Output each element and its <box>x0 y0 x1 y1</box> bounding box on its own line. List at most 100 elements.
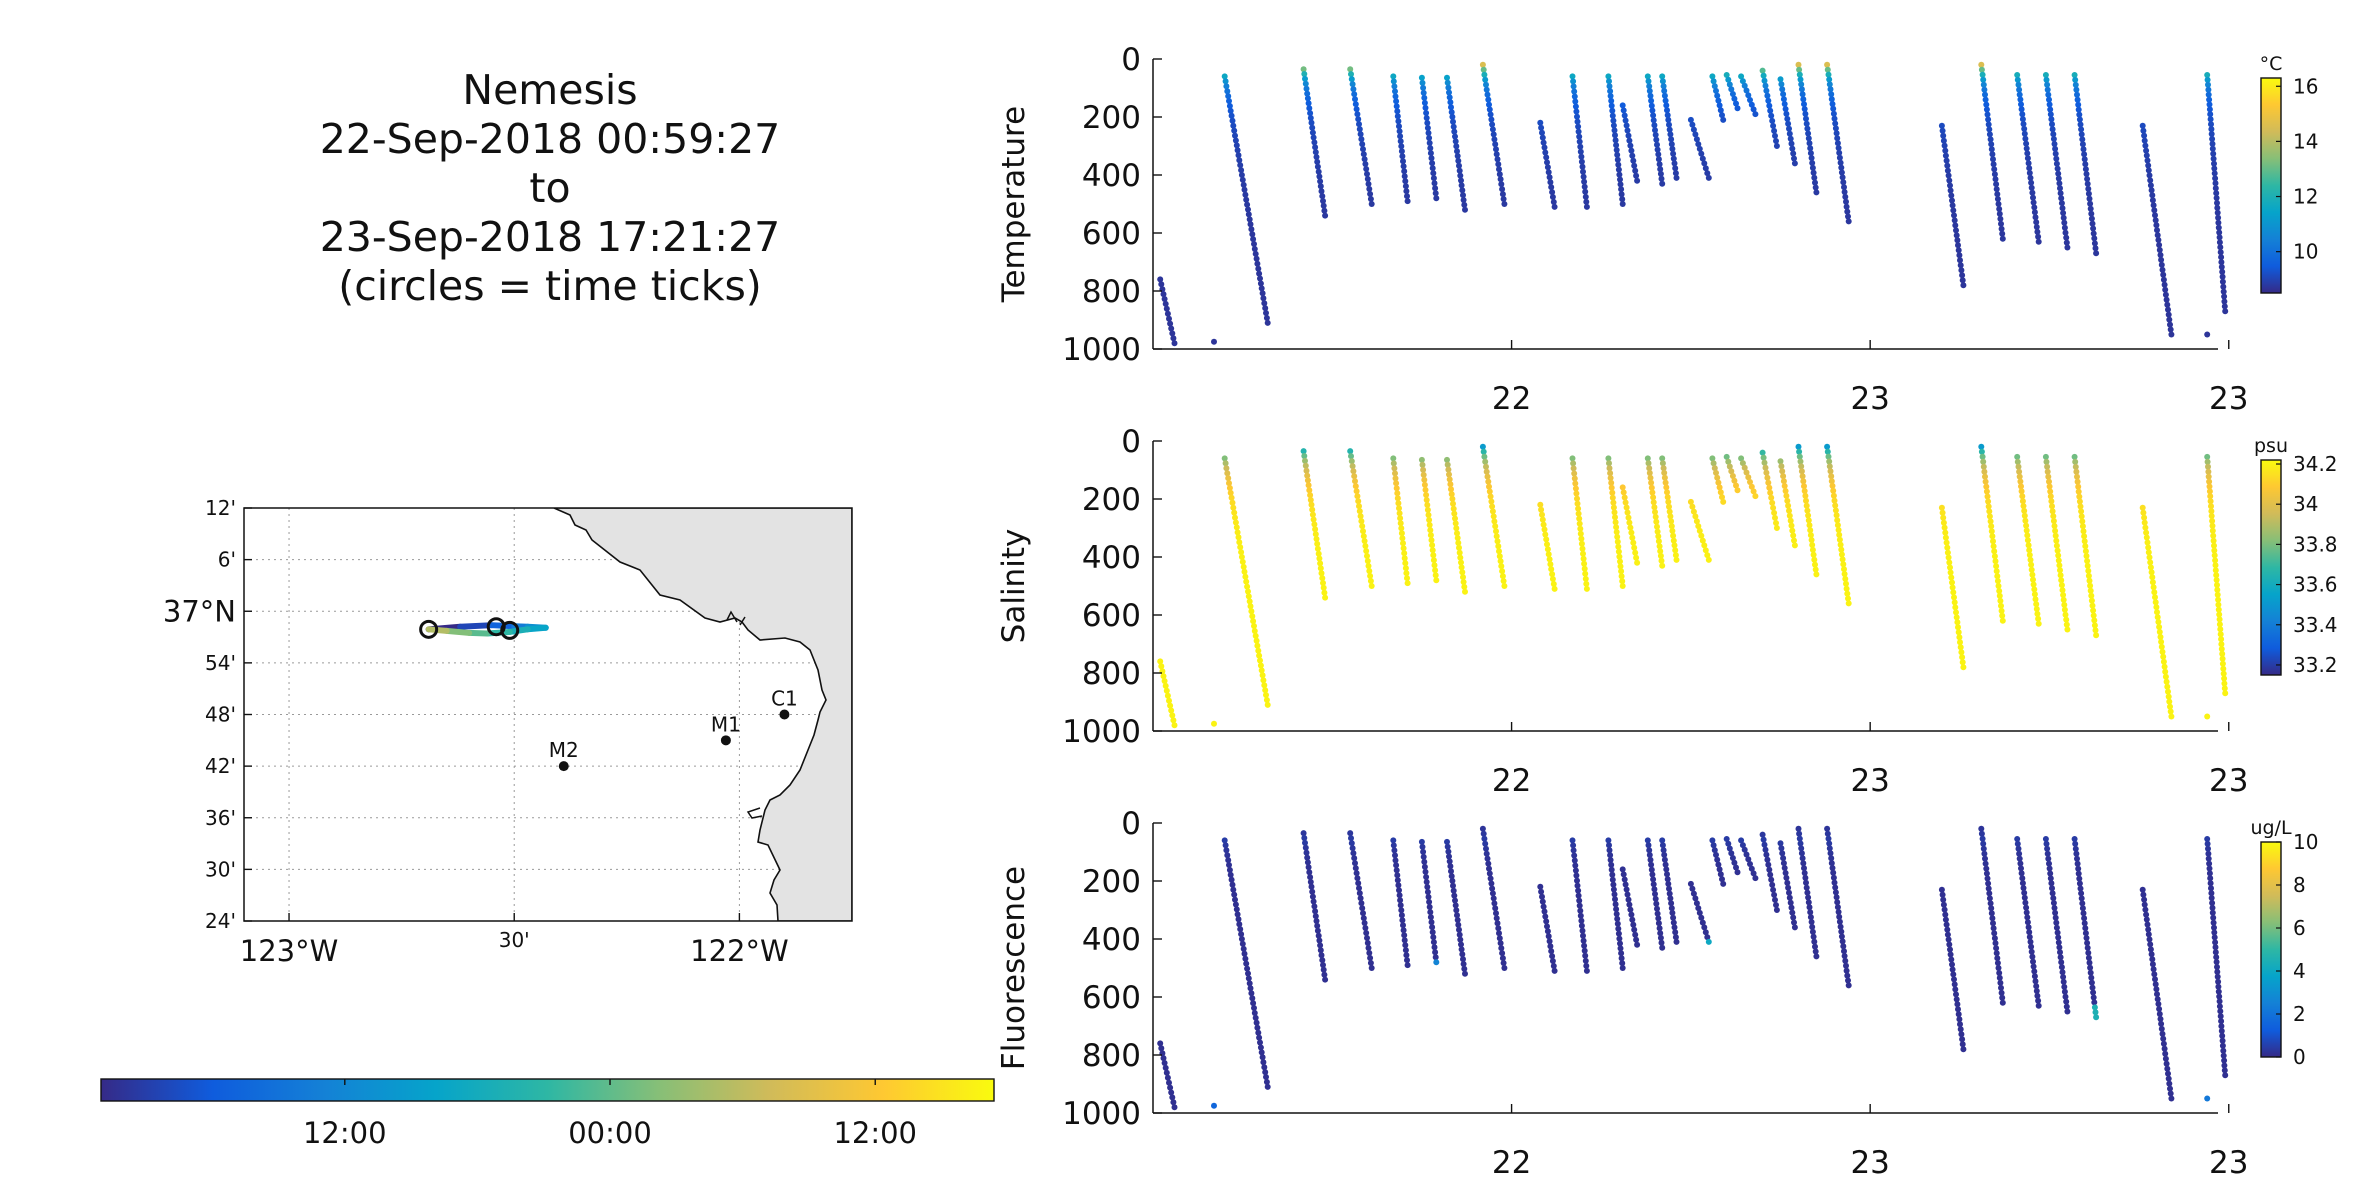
data-point <box>1444 838 1450 845</box>
data-point <box>1668 518 1675 525</box>
data-point <box>2151 971 2158 978</box>
data-point <box>1545 933 1552 940</box>
data-point <box>2221 293 2228 300</box>
data-point <box>1748 101 1755 108</box>
data-point <box>1986 131 1993 138</box>
data-point <box>1161 678 1168 684</box>
data-point <box>1713 87 1719 94</box>
data-point <box>1259 672 1266 679</box>
data-point <box>1762 82 1769 89</box>
data-point <box>1836 536 1843 543</box>
data-point <box>1550 199 1557 205</box>
data-point <box>1761 841 1768 848</box>
data-point <box>1748 483 1755 490</box>
data-point <box>2075 106 2082 113</box>
data-point <box>1999 999 2006 1006</box>
data-point <box>1171 722 1178 729</box>
data-point <box>2035 233 2042 240</box>
data-point <box>1805 517 1812 524</box>
data-point <box>2222 308 2229 315</box>
data-point <box>1839 938 1846 945</box>
data-point <box>2167 708 2174 715</box>
data-point <box>2211 547 2218 554</box>
data-point <box>2087 200 2094 207</box>
data-point <box>1394 495 1401 502</box>
data-point <box>1944 931 1951 938</box>
map-lon-tick-label: 123°W <box>240 934 339 968</box>
colorbar-tick-label: 10 <box>2293 240 2318 264</box>
data-point <box>1656 925 1663 932</box>
data-point <box>1648 484 1655 491</box>
data-point <box>1614 915 1621 922</box>
data-point <box>1548 948 1555 955</box>
plot-area <box>1153 823 2218 1113</box>
data-point <box>1982 855 1988 862</box>
data-point <box>1368 965 1375 971</box>
data-point <box>1657 930 1664 937</box>
data-point <box>1795 825 1802 832</box>
data-point <box>1390 842 1397 849</box>
data-point <box>1428 919 1435 926</box>
data-point <box>1610 886 1617 893</box>
data-point <box>1399 917 1406 924</box>
data-point <box>1458 946 1465 953</box>
data-point <box>1994 573 2001 580</box>
data-point <box>1657 548 1664 555</box>
data-point <box>2211 542 2217 549</box>
data-point <box>1450 882 1456 889</box>
data-point <box>1489 885 1496 892</box>
title-end-time: 23-Sep-2018 17:21:27 <box>319 213 781 261</box>
data-point <box>1619 965 1626 971</box>
data-point <box>1783 492 1790 499</box>
data-point <box>2031 973 2038 980</box>
data-point <box>1484 91 1491 98</box>
data-point <box>2073 86 2080 93</box>
data-point <box>2074 96 2081 103</box>
data-point <box>1498 945 1505 952</box>
title-start-time: 22-Sep-2018 00:59:27 <box>319 115 781 163</box>
data-point <box>1572 485 1579 492</box>
data-point <box>1624 891 1631 898</box>
data-point <box>2046 860 2052 867</box>
data-point <box>2141 519 2148 526</box>
data-point <box>1616 171 1623 178</box>
data-point <box>1812 179 1818 186</box>
data-point <box>1572 480 1579 487</box>
data-point <box>2022 135 2029 142</box>
data-point <box>1583 967 1590 974</box>
data-point <box>1672 547 1679 554</box>
data-point <box>1802 492 1809 499</box>
coast-inlet <box>746 807 763 819</box>
data-point <box>2058 577 2065 584</box>
data-point <box>1837 923 1844 930</box>
data-point <box>2057 185 2063 192</box>
data-point <box>1398 525 1405 532</box>
data-point <box>1734 105 1741 112</box>
data-point <box>2147 182 2154 189</box>
data-point <box>1571 88 1578 95</box>
colorbar-tick-label: 0 <box>2293 1045 2306 1069</box>
data-point <box>1259 1054 1266 1061</box>
data-point <box>2212 180 2219 187</box>
data-point <box>1244 965 1251 972</box>
data-point <box>1395 882 1402 889</box>
data-point <box>1990 543 1997 550</box>
data-point <box>2093 250 2100 257</box>
data-point <box>2214 200 2220 206</box>
data-point <box>2060 974 2067 980</box>
data-point <box>1606 465 1613 472</box>
data-point <box>1650 494 1657 501</box>
data-point <box>1780 860 1787 867</box>
data-point <box>1801 101 1807 108</box>
data-point <box>2047 875 2054 882</box>
data-point <box>1844 590 1851 597</box>
data-point <box>2025 924 2032 931</box>
data-point <box>2207 116 2214 123</box>
data-point <box>1359 141 1366 148</box>
data-point <box>1366 568 1373 574</box>
data-point <box>1363 930 1370 936</box>
data-point <box>1429 547 1436 554</box>
data-point <box>1424 502 1431 508</box>
data-point <box>1400 922 1406 929</box>
data-point <box>2033 601 2040 608</box>
